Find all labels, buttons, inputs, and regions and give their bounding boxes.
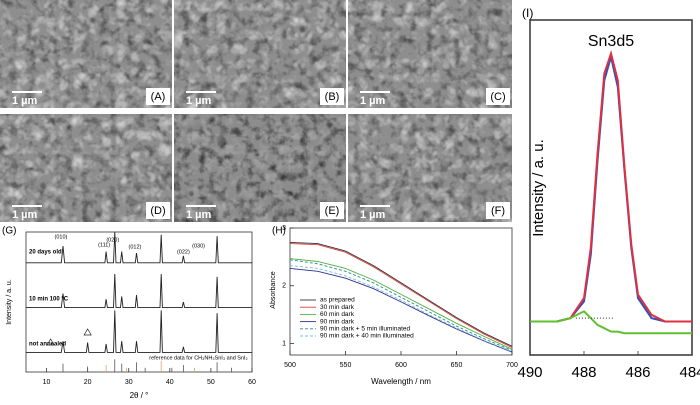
series-line [289, 258, 513, 350]
series-line [26, 310, 252, 353]
panel-label: (E) [325, 205, 340, 217]
panel-label: (I) [522, 6, 533, 20]
peak-label: (010) [55, 234, 68, 240]
curve-label: 10 min 100 °C [29, 297, 69, 303]
legend-label: as prepared [320, 297, 355, 304]
sem-image: 1 µm (B) [174, 0, 346, 108]
y-tick-label: 1 [282, 340, 286, 347]
panel-label: (C) [490, 91, 505, 103]
panel-label: (D) [150, 205, 165, 217]
panel-label: (G) [2, 226, 16, 237]
series-line [289, 241, 513, 347]
chart-title: Sn3d5 [588, 33, 634, 50]
triangle-marker [46, 338, 55, 346]
reference-label: reference data for CH₃NH₃SnI₃ and SnI₂ [149, 355, 247, 361]
series-line [530, 56, 692, 323]
x-tick-label: 50 [207, 379, 215, 386]
panel-label: (F) [491, 205, 505, 217]
y-axis-label: Absorbance [270, 271, 277, 308]
triangle-marker [83, 328, 92, 336]
peak-label: (012) [129, 244, 142, 250]
sem-image: 1 µm (F) [348, 114, 512, 222]
x-tick-label: 40 [166, 379, 174, 386]
plot-frame [25, 231, 253, 373]
sem-crystals [0, 114, 172, 222]
panel-label-box [146, 88, 170, 105]
y-axis-label: Intensity / a. u. [6, 279, 13, 325]
peak-label: (020) [106, 237, 119, 243]
series-line [289, 267, 513, 353]
panel-label: (H) [272, 226, 286, 237]
series-line [289, 259, 513, 351]
series-line [289, 265, 513, 352]
series-line [530, 310, 692, 335]
series-line [26, 273, 252, 309]
scale-label: 1 µm [12, 209, 38, 221]
x-axis-label: 2θ / ° [130, 391, 149, 400]
legend-label: 90 min dark + 5 min illuminated [320, 326, 411, 333]
scale-label: 1 µm [12, 95, 38, 107]
panel-label: (A) [151, 91, 166, 103]
x-tick-label: 484 [679, 364, 700, 381]
panel-label: (B) [325, 91, 340, 103]
panel-label-box [146, 202, 170, 219]
panel-label-box [320, 202, 344, 219]
x-tick-label: 486 [625, 364, 650, 381]
x-axis-label: Wavelength / nm [371, 377, 431, 386]
y-tick-label: 3 [282, 225, 286, 232]
x-tick-label: 488 [571, 364, 596, 381]
legend-label: 30 min dark [320, 304, 355, 311]
peak-label: (022) [177, 249, 190, 255]
y-tick-label: 2 [282, 283, 286, 290]
sem-image: 1 µm (C) [348, 0, 512, 108]
x-tick-label: 700 [506, 362, 518, 369]
plot-frame [529, 19, 693, 356]
x-tick-label: 30 [125, 379, 133, 386]
y-axis-label: Intensity / a. u. [530, 139, 547, 237]
legend-label: 90 min dark [320, 318, 355, 325]
curve-label: 20 days old [29, 250, 62, 256]
sem-crystals [0, 0, 172, 108]
peak-label: (111) [98, 242, 110, 248]
x-tick-label: 650 [451, 362, 463, 369]
sem-image: 1 µm (A) [0, 0, 172, 108]
panel-label-box [486, 202, 510, 219]
x-tick-label: 10 [43, 379, 51, 386]
sem-crystals [348, 114, 512, 222]
x-tick-label: 490 [517, 364, 542, 381]
x-tick-label: 550 [340, 362, 352, 369]
series-line [26, 231, 252, 264]
x-tick-label: 60 [248, 379, 256, 386]
series-line [289, 243, 513, 348]
sem-crystals [348, 0, 512, 108]
scale-label: 1 µm [360, 95, 386, 107]
x-tick-label: 20 [84, 379, 92, 386]
x-tick-label: 600 [395, 362, 407, 369]
series-line [530, 49, 692, 323]
panel-label-box [486, 88, 510, 105]
peak-label: (030) [192, 243, 205, 249]
sem-crystals [174, 114, 346, 222]
scale-label: 1 µm [186, 95, 212, 107]
scale-label: 1 µm [186, 209, 212, 221]
sem-image: 1 µm (E) [174, 114, 346, 222]
x-tick-label: 500 [284, 362, 296, 369]
scale-label: 1 µm [360, 209, 386, 221]
sem-image: 1 µm (D) [0, 114, 172, 222]
sem-crystals [174, 0, 346, 108]
panel-label-box [320, 88, 344, 105]
legend-label: 90 min dark + 40 min illuminated [320, 333, 414, 340]
legend-label: 60 min dark [320, 311, 355, 318]
